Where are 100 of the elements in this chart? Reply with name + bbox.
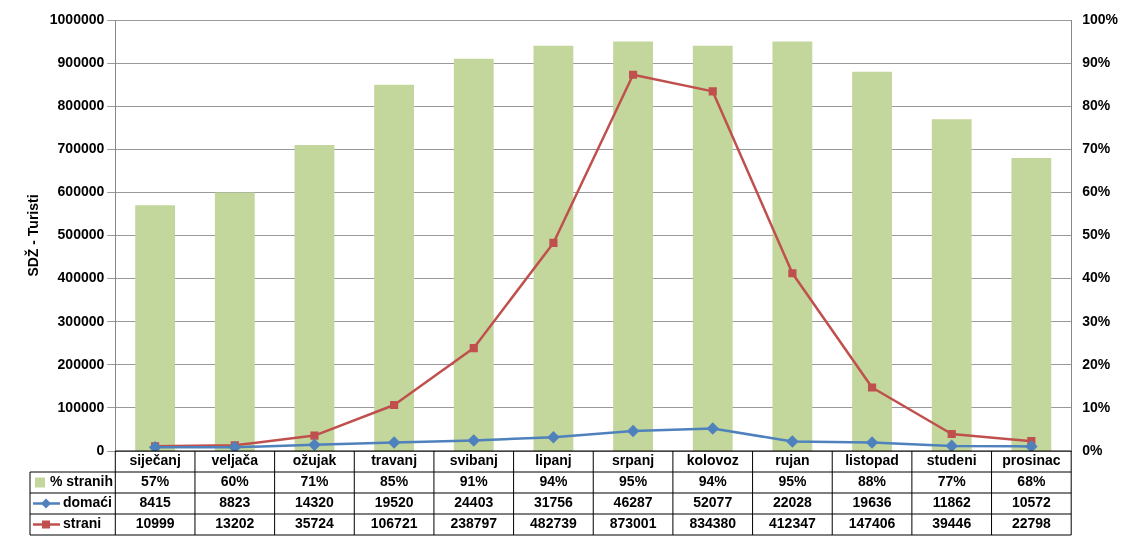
data-label: 24403 (454, 494, 494, 511)
bar (852, 71, 892, 451)
bar (931, 119, 972, 451)
point (469, 344, 478, 353)
bar (692, 45, 733, 451)
x-tick-label: kolovoz (686, 452, 739, 469)
x-tick-label: studeni (926, 452, 977, 469)
data-label: 10999 (135, 515, 175, 532)
data-label: 95% (778, 473, 807, 490)
data-label: 39446 (932, 515, 972, 532)
point (866, 436, 878, 449)
point (547, 431, 560, 444)
point (390, 400, 399, 410)
y-tick-label: 1000000 (49, 10, 105, 27)
data-label: 35724 (294, 515, 335, 532)
point (629, 70, 638, 79)
y2-tick-label: 90% (1082, 53, 1111, 70)
point (627, 425, 639, 437)
data-label: 11862 (932, 494, 971, 511)
x-tick-label: ožujak (292, 452, 337, 469)
point (945, 440, 958, 451)
y-tick-label: 800000 (57, 97, 105, 114)
data-label: 147406 (848, 515, 896, 532)
data-label: 77% (937, 473, 967, 490)
bar (772, 41, 813, 451)
y-tick-label: 200000 (57, 355, 105, 372)
data-label: 22028 (772, 494, 813, 511)
bar (533, 45, 574, 451)
point (867, 383, 877, 392)
point (708, 87, 717, 96)
y-tick-label: 300000 (57, 312, 105, 329)
x-tick-label: listopad (845, 452, 899, 469)
y2-tick-label: 10% (1082, 398, 1111, 415)
data-label: 71% (300, 473, 329, 490)
bar (294, 144, 335, 451)
legend-label: strani (63, 515, 102, 532)
point (549, 238, 558, 248)
x-tick-label: siječanj (129, 452, 181, 469)
x-tick-label: prosinac (1002, 452, 1061, 469)
data-label: 52077 (693, 494, 733, 511)
data-label: 94% (539, 473, 568, 490)
point (310, 431, 319, 440)
data-label: 873001 (609, 515, 657, 532)
y2-tick-label: 20% (1082, 355, 1111, 372)
y-tick-label: 100000 (57, 398, 105, 415)
bar (374, 84, 415, 451)
bar (453, 58, 494, 451)
y2-tick-label: 60% (1082, 183, 1111, 200)
point (468, 434, 480, 447)
data-label: 57% (141, 473, 170, 490)
legend-label: % stranih (50, 473, 114, 490)
x-tick-label: svibanj (449, 452, 498, 469)
data-label: 13202 (215, 515, 255, 532)
y-tick-label: 500000 (57, 226, 105, 243)
point (788, 269, 797, 278)
y2-tick-label: 40% (1082, 269, 1111, 286)
point (947, 429, 956, 439)
y-tick-label: 600000 (57, 183, 105, 200)
data-label: 10572 (1011, 494, 1052, 511)
data-label: 88% (858, 473, 887, 490)
x-tick-label: travanj (371, 452, 418, 469)
data-label: 94% (698, 473, 728, 490)
x-tick-label: veljača (211, 452, 259, 469)
x-tick-label: srpanj (612, 452, 655, 469)
y-axis-title: SDŽ - Turisti (24, 194, 42, 277)
x-tick-label: lipanj (535, 452, 572, 469)
data-label: 95% (619, 473, 648, 490)
point (786, 435, 799, 448)
y-tick-label: 900000 (57, 53, 105, 70)
y2-tick-label: 0% (1082, 441, 1103, 458)
data-label: 482739 (530, 515, 577, 532)
y2-tick-label: 50% (1082, 226, 1111, 243)
data-label: 834380 (689, 515, 737, 532)
data-label: 8823 (219, 494, 251, 511)
legend-label: domaći (63, 494, 113, 511)
bar (1011, 157, 1052, 451)
y-tick-label: 400000 (57, 269, 105, 286)
bar (613, 41, 653, 451)
data-label: 19520 (374, 494, 414, 511)
y2-tick-label: 100% (1082, 10, 1119, 27)
bar (214, 192, 255, 451)
bar (135, 205, 176, 451)
data-label: 91% (459, 473, 489, 490)
point (308, 439, 321, 451)
y2-tick-label: 80% (1082, 97, 1111, 114)
data-label: 22798 (1011, 515, 1052, 532)
data-label: 68% (1017, 473, 1046, 490)
point (388, 436, 400, 449)
y2-tick-label: 70% (1082, 140, 1111, 157)
data-label: 46287 (613, 494, 653, 511)
data-label: 14320 (294, 494, 335, 511)
data-label: 238797 (450, 515, 498, 532)
x-tick-label: rujan (775, 452, 810, 469)
data-label: 85% (380, 473, 409, 490)
data-label: 19636 (852, 494, 892, 511)
y2-tick-label: 30% (1082, 312, 1111, 329)
point (706, 422, 719, 435)
y-tick-label: 0 (96, 441, 105, 458)
y-tick-label: 700000 (57, 140, 105, 157)
point (1025, 440, 1038, 451)
